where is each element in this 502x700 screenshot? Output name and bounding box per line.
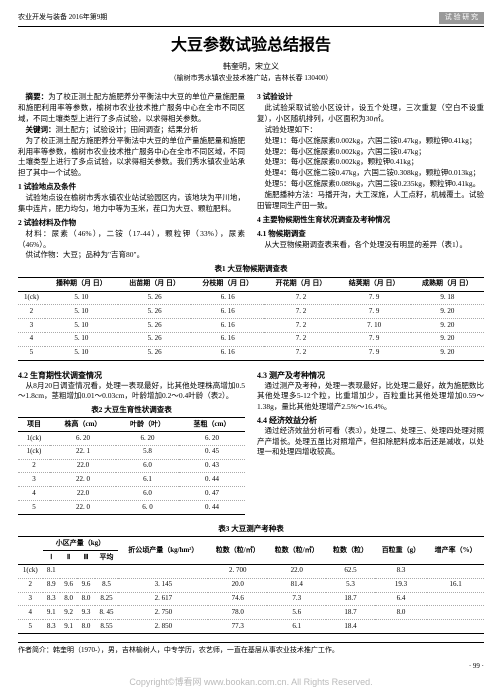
- s3: 3 试验设计: [257, 92, 484, 103]
- table-row: 28.99.69.68.53. 14520.081.45.319.316.1: [18, 578, 484, 592]
- table-row: 222.06.00. 43: [18, 459, 245, 473]
- table-row: 522. 06. 00. 44: [18, 501, 245, 515]
- table3: 表3 大豆测产考种表 小区产量（kg） 折公顷产量（kg/hm²） 粒数（粒/㎡…: [18, 524, 484, 634]
- t1-caption: 表1 大豆物候期调查表: [18, 264, 484, 275]
- authors: 韩奎明，宋立义: [18, 61, 484, 72]
- keywords-label: 关键词：: [26, 125, 56, 134]
- mid-left: 4.2 生育期性状调查情况 从8月20日调查情况看，处理一表现最好，比其他处理株…: [18, 367, 245, 521]
- table-row: 35. 105. 266. 167. 27. 109. 20: [18, 319, 484, 333]
- title: 大豆参数试验总结报告: [18, 35, 484, 57]
- s3p3: 处理3：每小区施尿素0.002kg，颗粒钾0.41kg；: [257, 157, 484, 168]
- affil: （榆树市秀水镇农业技术推广站，吉林长春 130400）: [18, 74, 484, 84]
- s41t: 从大豆物候期调查表来看，各个处理没有明显的差异（表1）。: [257, 240, 484, 251]
- author-note: 作者简介：韩奎明（1970-），男，吉林榆树人，中专学历，农艺师，一直在基层从事…: [18, 642, 484, 656]
- table1: 表1 大豆物候期调查表 播种期（月 日） 出苗期（月 日） 分枝期（月 日） 开…: [18, 264, 484, 360]
- table-row: 322. 06.10. 44: [18, 473, 245, 487]
- s44t: 通过经济效益分析可看（表3），处理二、处理三、处理四处理对照产产增长。处理五虽比…: [257, 426, 484, 458]
- intro: 为了校正测土配方施肥养分平衡法中大豆的单位产量施肥量和施肥利用率等参数，榆树市农…: [18, 136, 245, 180]
- s2: 2 试验材料及作物: [18, 218, 245, 229]
- table-row: 25. 105. 266. 167. 27. 99. 20: [18, 305, 484, 319]
- table-row: 1(ck)8.12. 70022.062.58.3: [18, 564, 484, 578]
- table-row: 55. 105. 266. 167. 27. 99. 20: [18, 346, 484, 360]
- mid-row: 4.2 生育期性状调查情况 从8月20日调查情况看，处理一表现最好，比其他处理株…: [18, 367, 484, 521]
- table-row: 1(ck)5. 105. 266. 167. 27. 99. 18: [18, 291, 484, 305]
- s44: 4.4 经济效益分析: [257, 415, 484, 426]
- t2-caption: 表2 大豆生育性状调查表: [18, 405, 245, 416]
- table-row: 1(ck)6. 206. 206. 20: [18, 432, 245, 446]
- table-row: 49.19.29.38. 452. 75078.05.618.78.0: [18, 606, 484, 620]
- abstract-label: 摘要：: [26, 92, 49, 101]
- t1-head: 播种期（月 日） 出苗期（月 日） 分枝期（月 日） 开花期（月 日） 结荚期（…: [18, 277, 484, 291]
- s3t2: 试验处理如下：: [257, 125, 484, 136]
- table-row: 45. 105. 266. 167. 27. 99. 20: [18, 332, 484, 346]
- page-number: · 99 ·: [18, 662, 484, 672]
- s41: 4.1 物候期调查: [257, 229, 484, 240]
- s3t3: 施肥播种方法：马播开沟，大工深施，人工点籽，机械覆土。试验田管理同生产田一致。: [257, 190, 484, 212]
- s2t1: 材料：尿素（46%），二铵（17-44），颗粒钾（33%），尿素（46%）。: [18, 229, 245, 251]
- s43t: 通过测产及考种，处理一表现最好，比处理二最好，故为施肥数比其他处理多5-12个粒…: [257, 381, 484, 413]
- keywords: 测土配方；试验设计；田间调查；结果分析: [56, 125, 199, 134]
- table-row: 422.06.00. 47: [18, 487, 245, 501]
- topbar-right: 试 验 研 究: [439, 12, 484, 24]
- s3p4: 处理4：每小区施二铵0.47kg，六国二铵0.308kg，颗粒钾0.013kg；: [257, 168, 484, 179]
- body-columns: 摘要：为了校正测土配方施肥养分平衡法中大豆的单位产量施肥量和施肥利用率等参数，榆…: [18, 92, 484, 261]
- s3p5: 处理5：每小区施尿素0.089kg，六国二铵0.235kg，颗粒钾0.41kg。: [257, 179, 484, 190]
- table2: 表2 大豆生育性状调查表 项目株高（cm）叶龄（叶）茎粗（cm） 1(ck)6.…: [18, 405, 245, 515]
- s2t2: 供试作物：大豆；品种为"吉育80"。: [18, 250, 245, 261]
- s3p1: 处理1：每小区施尿素0.002kg，六国二铵0.47kg，颗粒钾0.41kg；: [257, 136, 484, 147]
- s4: 4 主要物候期性生育状况调查及考种情况: [257, 215, 484, 226]
- s43: 4.3 测产及考种情况: [257, 370, 484, 381]
- table-row: 58.39.18.08.552. 85077.36.118.4: [18, 620, 484, 634]
- s3t1: 此试验采取试验小区设计，设五个处理，三次重复（空白不设重复），小区随机排列，小区…: [257, 103, 484, 125]
- mid-right: 4.3 测产及考种情况 通过测产及考种，处理一表现最好，比处理二最好，故为施肥数…: [257, 367, 484, 458]
- table-row: 1(ck)22. 15.80. 45: [18, 445, 245, 459]
- t3-caption: 表3 大豆测产考种表: [18, 524, 484, 535]
- abstract: 为了校正测土配方施肥养分平衡法中大豆的单位产量施肥量和施肥利用率等参数，榆树市农…: [18, 92, 245, 123]
- table-row: 38.38.08.08.252. 61774.67.318.76.4: [18, 592, 484, 606]
- topbar: 农业开发与装备 2016年第9期 试 验 研 究: [18, 12, 484, 27]
- topbar-left: 农业开发与装备 2016年第9期: [18, 13, 107, 23]
- s3p2: 处理2：每小区施尿素0.002kg，六国二铵0.47kg；: [257, 147, 484, 158]
- s1t: 试验地点设在榆树市秀水镇农业站试验园区内，该地块为平川地，集中连片，肥力均匀，地…: [18, 193, 245, 215]
- watermark: Copyright©博看网 www.bookan.com.cn. All Rig…: [18, 676, 484, 689]
- s42: 4.2 生育期性状调查情况: [18, 370, 245, 381]
- s42t: 从8月20日调查情况看，处理一表现最好，比其他处理株高增加0.5～1.8cm，茎…: [18, 381, 245, 402]
- s1: 1 试验地点及条件: [18, 182, 245, 193]
